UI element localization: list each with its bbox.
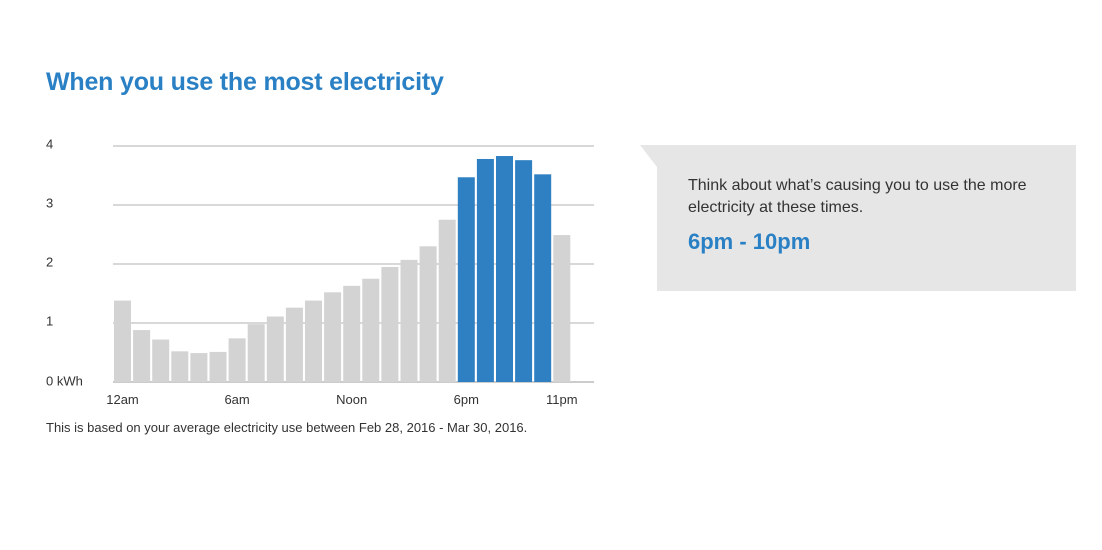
y-tick-label: 2 xyxy=(46,254,53,269)
x-tick-label: 6pm xyxy=(454,392,479,407)
bar-peak-hour-20 xyxy=(496,156,513,382)
bar-hour-8 xyxy=(266,316,284,382)
bar-hour-2 xyxy=(152,339,170,382)
x-axis-ticks: 12am 6am Noon 6pm 11pm xyxy=(106,392,577,407)
x-tick-label: 6am xyxy=(224,392,249,407)
usage-bar-chart: 0 kWh 1 2 3 4 12am 6am Noon 6pm 11pm xyxy=(46,136,594,407)
bar-hour-23 xyxy=(553,235,571,382)
bar-hour-1 xyxy=(133,330,151,382)
bar-hour-3 xyxy=(171,351,189,382)
x-tick-label: 11pm xyxy=(546,392,578,407)
bar-hour-6 xyxy=(228,338,246,382)
bar-hour-11 xyxy=(324,292,342,382)
peak-time-range: 6pm - 10pm xyxy=(688,229,811,254)
callout-pointer xyxy=(640,145,657,167)
bar-hour-5 xyxy=(209,351,227,382)
x-tick-label: 12am xyxy=(106,392,139,407)
x-tick-label: Noon xyxy=(336,392,367,407)
bar-hour-16 xyxy=(419,246,437,382)
bar-hour-4 xyxy=(190,353,208,382)
y-tick-label: 4 xyxy=(46,136,53,151)
bar-hour-7 xyxy=(247,324,265,382)
bar-hour-0 xyxy=(114,300,131,382)
bar-peak-hour-19 xyxy=(476,158,494,382)
bar-hour-10 xyxy=(305,300,322,382)
bar-peak-hour-22 xyxy=(534,174,552,382)
y-axis-ticks: 0 kWh 1 2 3 4 xyxy=(46,136,83,388)
peak-time-callout: Think about what’s causing you to use th… xyxy=(657,145,1076,291)
bar-hour-14 xyxy=(381,266,399,382)
bar-hour-9 xyxy=(285,307,303,382)
bar-peak-hour-18 xyxy=(457,177,475,382)
bar-hour-17 xyxy=(438,219,456,382)
y-tick-label: 1 xyxy=(46,313,53,328)
bar-hour-15 xyxy=(400,259,418,382)
bar-hour-12 xyxy=(343,285,361,382)
y-tick-label: 3 xyxy=(46,195,53,210)
chart-title: When you use the most electricity xyxy=(46,68,444,96)
callout-text: Think about what’s causing you to use th… xyxy=(688,177,1027,216)
y-tick-label: 0 kWh xyxy=(46,373,83,388)
chart-footnote: This is based on your average electricit… xyxy=(46,420,528,435)
bar-hour-13 xyxy=(362,278,380,382)
bars xyxy=(114,156,571,382)
bar-peak-hour-21 xyxy=(515,160,533,382)
